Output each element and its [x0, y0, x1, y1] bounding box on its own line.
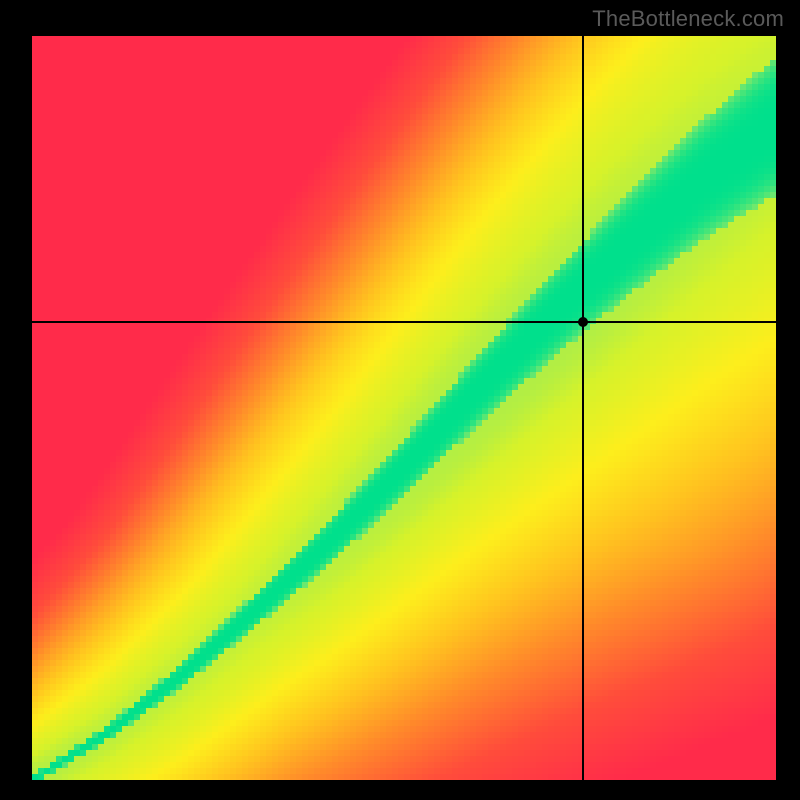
- watermark: TheBottleneck.com: [592, 6, 784, 32]
- crosshair-horizontal: [32, 321, 776, 323]
- heatmap-canvas: [32, 36, 776, 780]
- crosshair-vertical: [582, 36, 584, 780]
- heatmap-chart: [32, 36, 776, 780]
- marker-dot: [578, 317, 588, 327]
